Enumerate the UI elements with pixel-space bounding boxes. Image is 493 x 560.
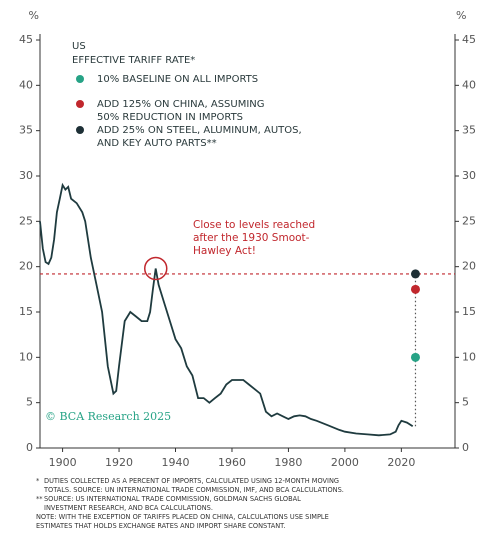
x-tick-label: 1900: [49, 456, 77, 469]
legend-title: EFFECTIVE TARIFF RATE*: [72, 55, 195, 66]
footnote-marker: *: [36, 477, 40, 485]
footnote: INVESTMENT RESEARCH, AND BCA CALCULATION…: [44, 504, 213, 512]
y2-tick-label: 20: [462, 260, 476, 273]
footnote: NOTE: WITH THE EXCEPTION OF TARIFFS PLAC…: [36, 513, 329, 521]
y-tick-label: 10: [19, 350, 33, 363]
y2-tick-label: 35: [462, 124, 476, 137]
y2-tick-label: 45: [462, 33, 476, 46]
y2-tick-label: 25: [462, 214, 476, 227]
footnote: SOURCE: US INTERNATIONAL TRADE COMMISSIO…: [44, 495, 301, 503]
annotation: Close to levels reached: [193, 219, 315, 231]
y-tick-label: 15: [19, 305, 33, 318]
y2-tick-label: 0: [462, 441, 469, 454]
y-tick-label: 0: [26, 441, 33, 454]
y2-tick-label: 5: [462, 396, 469, 409]
legend-marker: [76, 75, 84, 83]
annotation: Hawley Act!: [193, 245, 256, 257]
y-tick-label: 20: [19, 260, 33, 273]
annotation: after the 1930 Smoot-: [193, 232, 310, 244]
y-tick-label: 35: [19, 124, 33, 137]
footnote-marker: **: [36, 495, 43, 503]
legend-label: 10% BASELINE ON ALL IMPORTS: [97, 74, 258, 85]
legend-label: 50% REDUCTION IN IMPORTS: [97, 112, 243, 123]
legend-title: US: [72, 41, 86, 52]
footnote: DUTIES COLLECTED AS A PERCENT OF IMPORTS…: [44, 477, 339, 485]
legend-marker: [76, 126, 84, 134]
x-tick-label: 2000: [331, 456, 359, 469]
legend-marker: [76, 100, 84, 108]
footnote: TOTALS. SOURCE: UN INTERNATIONAL TRADE C…: [43, 486, 344, 494]
watermark: © BCA Research 2025: [45, 410, 171, 423]
y-tick-label: 40: [19, 78, 33, 91]
footnote: ESTIMATES THAT HOLDS EXCHANGE RATES AND …: [36, 522, 286, 530]
x-tick-label: 1920: [105, 456, 133, 469]
x-tick-label: 1940: [162, 456, 190, 469]
y-tick-label: 30: [19, 169, 33, 182]
x-tick-label: 2020: [387, 456, 415, 469]
legend-label: ADD 25% ON STEEL, ALUMINUM, AUTOS,: [97, 125, 302, 136]
y-tick-label: 45: [19, 33, 33, 46]
y2-tick-label: 10: [462, 350, 476, 363]
x-tick-label: 1960: [218, 456, 246, 469]
scenario-dot: [410, 284, 420, 294]
y2-tick-label: 15: [462, 305, 476, 318]
legend-label: ADD 125% ON CHINA, ASSUMING: [97, 99, 265, 110]
scenario-dot: [410, 352, 420, 362]
y-unit: %: [29, 9, 39, 22]
y-tick-label: 5: [26, 396, 33, 409]
x-tick-label: 1980: [274, 456, 302, 469]
legend-label: AND KEY AUTO PARTS**: [97, 138, 217, 149]
scenario-dot: [410, 269, 420, 279]
y2-tick-label: 30: [462, 169, 476, 182]
y-tick-label: 25: [19, 214, 33, 227]
highlight-circle: [143, 256, 168, 281]
y2-tick-label: 40: [462, 78, 476, 91]
y2-unit: %: [456, 9, 466, 22]
line-series: [39, 182, 414, 437]
